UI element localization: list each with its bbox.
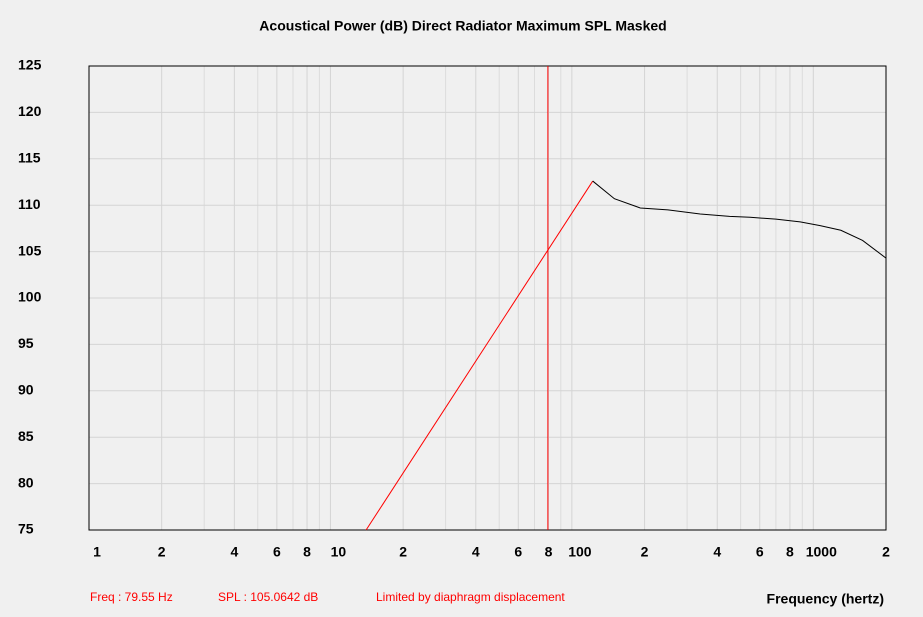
spl-line — [365, 180, 594, 531]
chart-title: Acoustical Power (dB) Direct Radiator Ma… — [259, 18, 666, 34]
x-tick-label: 2 — [399, 544, 407, 560]
y-tick-label: 115 — [18, 150, 41, 166]
y-tick-label: 105 — [18, 242, 42, 258]
y-tick-label: 80 — [18, 474, 34, 490]
x-tick-label: 2 — [641, 544, 649, 560]
spl-line — [592, 180, 887, 259]
x-tick-label: 6 — [756, 544, 764, 560]
x-axis-label: Frequency (hertz) — [767, 591, 884, 607]
x-tick-label: 4 — [230, 544, 238, 560]
x-tick-label: 6 — [273, 544, 281, 560]
x-tick-label: 100 — [568, 544, 592, 560]
y-tick-label: 95 — [18, 335, 34, 351]
y-tick-label: 120 — [18, 103, 42, 119]
y-tick-label: 90 — [18, 382, 34, 398]
plot-frame — [88, 65, 887, 531]
x-tick-label: 4 — [713, 544, 721, 560]
y-tick-label: 75 — [18, 521, 34, 537]
x-tick-label: 2 — [158, 544, 166, 560]
y-tick-label: 125 — [18, 57, 42, 73]
x-tick-label: 8 — [545, 544, 553, 560]
x-tick-label: 6 — [514, 544, 522, 560]
x-tick-label: 1000 — [806, 544, 837, 560]
x-tick-label: 1 — [93, 544, 101, 560]
x-tick-label: 10 — [331, 544, 347, 560]
y-tick-label: 85 — [18, 428, 34, 444]
x-tick-label: 4 — [472, 544, 480, 560]
status-spl: SPL : 105.0642 dB — [218, 590, 318, 604]
y-tick-label: 110 — [18, 196, 41, 212]
x-tick-label: 2 — [882, 544, 890, 560]
x-tick-label: 8 — [786, 544, 794, 560]
status-freq: Freq : 79.55 Hz — [90, 590, 173, 604]
x-tick-label: 8 — [303, 544, 311, 560]
y-tick-label: 100 — [18, 289, 42, 305]
status-limit: Limited by diaphragm displacement — [376, 590, 565, 604]
